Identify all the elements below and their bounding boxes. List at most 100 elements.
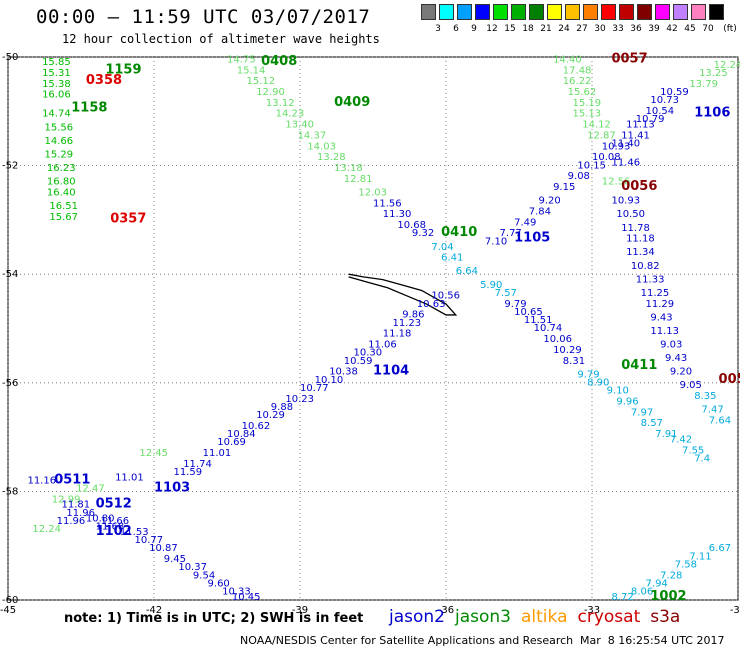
swh-value-label: 12.03 <box>358 187 387 198</box>
swh-value-label: 6.67 <box>709 543 731 554</box>
swh-value-label: 10.62 <box>242 421 271 432</box>
swh-value-label: 16.40 <box>47 187 76 198</box>
swh-value-label: 10.08 <box>592 152 621 163</box>
swh-value-label: 16.51 <box>49 201 78 212</box>
pass-time-label: 1104 <box>373 364 409 379</box>
swh-value-label: 9.96 <box>616 397 638 408</box>
south-georgia-coastline <box>348 273 458 316</box>
legend-swatch <box>709 4 724 20</box>
satellite-cryosat: cryosat <box>577 607 641 627</box>
swh-value-label: 15.67 <box>49 212 78 223</box>
swh-value-label: 10.68 <box>397 220 426 231</box>
swh-value-label: 10.29 <box>553 345 582 356</box>
satellite-key: jason2 jason3 altika cryosat s3a <box>389 607 690 627</box>
legend-swatch <box>529 4 544 20</box>
pass-time-label: 1105 <box>514 231 550 246</box>
legend-swatch <box>565 4 580 20</box>
swh-value-label: 7.64 <box>709 416 731 427</box>
swh-value-label: 10.06 <box>543 334 572 345</box>
swh-value-label: 9.15 <box>553 182 575 193</box>
legend-swatch <box>439 4 454 20</box>
swh-value-label: 10.84 <box>227 429 256 440</box>
swh-value-label: 9.32 <box>412 228 434 239</box>
swh-value-label: 14.12 <box>582 120 611 131</box>
swh-value-label: 11.78 <box>621 223 650 234</box>
swh-value-label: 9.20 <box>538 196 560 207</box>
pass-time-label: 0357 <box>110 212 146 227</box>
swh-value-label: 14.37 <box>298 130 327 141</box>
legend-swatch <box>547 4 562 20</box>
lon-tick-label: -36 <box>438 605 454 616</box>
swh-value-label: 12.90 <box>256 87 285 98</box>
swh-value-label: 11.96 <box>57 516 86 527</box>
swh-value-label: 16.22 <box>563 76 592 87</box>
swh-value-label: 10.30 <box>354 348 383 359</box>
swh-value-label: 11.56 <box>373 198 402 209</box>
swh-value-label: 15.12 <box>246 76 275 87</box>
swh-value-label: 13.18 <box>334 163 363 174</box>
swh-value-label: 9.03 <box>660 340 682 351</box>
swh-value-label: 10.45 <box>232 592 261 603</box>
pass-time-label: 0512 <box>96 497 132 512</box>
swh-value-label: 8.31 <box>563 356 585 367</box>
swh-value-label: 7.58 <box>675 559 697 570</box>
swh-value-label: 7.49 <box>514 217 536 228</box>
swh-value-label: 15.31 <box>42 68 71 79</box>
swh-value-label: 10.59 <box>660 87 689 98</box>
pass-time-label: 0057 <box>611 51 647 66</box>
legend-label: 39 <box>648 24 660 34</box>
swh-value-label: 11.59 <box>173 467 202 478</box>
swh-value-label: 7.55 <box>682 445 704 456</box>
swh-value-label: 13.79 <box>689 79 718 90</box>
satellite-jason2: jason2 <box>389 607 445 627</box>
swh-value-label: 9.43 <box>665 353 687 364</box>
legend-label: 6 <box>453 24 459 34</box>
swh-value-label: 11.96 <box>66 508 95 519</box>
swh-value-label: 10.93 <box>611 196 640 207</box>
swh-value-label: 7.42 <box>670 435 692 446</box>
swh-value-label: 10.69 <box>217 437 246 448</box>
legend-label: 3 <box>435 24 441 34</box>
swh-value-label: 8.35 <box>694 391 716 402</box>
legend-label: 24 <box>558 24 570 34</box>
swh-value-label: 15.62 <box>568 87 597 98</box>
lat-tick-label: -52 <box>2 161 18 172</box>
lat-tick-label: -60 <box>2 595 18 606</box>
map-title: 00:00 – 11:59 UTC 03/07/2017 <box>36 6 371 28</box>
legend-label: 30 <box>594 24 606 34</box>
legend-swatch <box>583 4 598 20</box>
swh-value-label: 11.33 <box>636 274 665 285</box>
swh-value-label: 10.50 <box>616 209 645 220</box>
pass-time-label: 0056 <box>621 179 657 194</box>
lon-tick-label: -42 <box>146 605 162 616</box>
legend-label: 27 <box>576 24 588 34</box>
swh-value-label: 9.79 <box>577 369 599 380</box>
lat-tick-label: -56 <box>2 378 18 389</box>
legend-label: 33 <box>612 24 624 34</box>
swh-value-label: 11.34 <box>626 247 655 258</box>
swh-value-label: 7.28 <box>660 570 682 581</box>
swh-value-label: 12.87 <box>587 130 616 141</box>
swh-value-label: 7.57 <box>495 288 517 299</box>
swh-value-label: 7.47 <box>702 405 724 416</box>
satellite-s3a: s3a <box>650 607 681 627</box>
swh-value-label: 14.75 <box>227 54 256 65</box>
swh-value-label: 11.74 <box>183 459 212 470</box>
swh-value-label: 9.45 <box>164 554 186 565</box>
swh-value-label: 10.54 <box>646 106 675 117</box>
swh-value-label: 9.79 <box>504 299 526 310</box>
lat-tick-label: -50 <box>2 52 18 63</box>
legend-label: 42 <box>666 24 678 34</box>
swh-value-label: 10.79 <box>636 114 665 125</box>
legend-unit: (ft) <box>723 24 737 34</box>
legend-label: 45 <box>684 24 696 34</box>
swh-value-label: 11.41 <box>621 130 650 141</box>
swh-value-label: 10.23 <box>285 394 314 405</box>
swh-value-label: 15.85 <box>42 57 71 68</box>
legend-swatch <box>619 4 634 20</box>
swh-value-label: 12.81 <box>344 174 373 185</box>
swh-value-label: 15.56 <box>45 122 74 133</box>
swh-value-label: 11.01 <box>203 448 232 459</box>
pass-time-label: 0411 <box>621 358 657 373</box>
